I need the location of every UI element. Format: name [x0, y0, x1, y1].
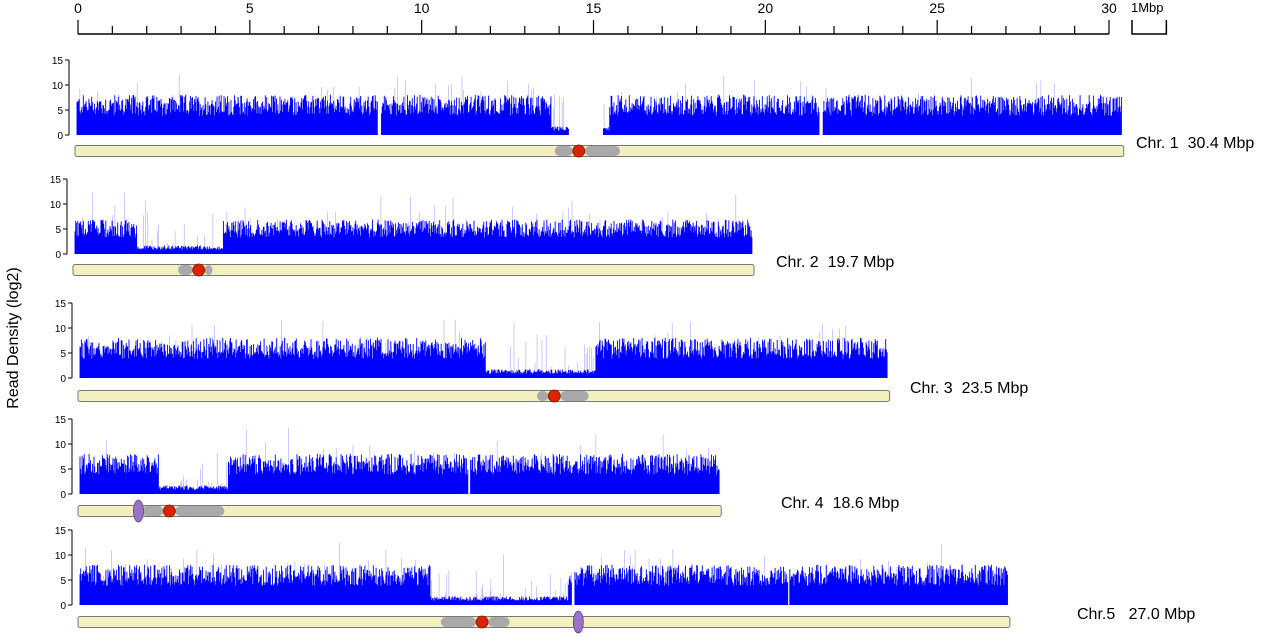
pericentromere — [537, 391, 549, 401]
x-tick-label: 15 — [586, 0, 602, 16]
y-tick-label: 10 — [52, 81, 64, 92]
x-tick-label: 10 — [414, 0, 430, 16]
y-tick-label: 0 — [60, 601, 66, 612]
chromosome-panel: 15 10 5 0 Chr. 3 23.5 Mbp — [55, 299, 1028, 403]
pericentromere — [560, 391, 589, 401]
y-tick-label: 5 — [60, 576, 66, 587]
y-tick-label: 5 — [57, 106, 63, 117]
x-tick-label: 30 — [1101, 0, 1117, 16]
y-tick-label: 15 — [52, 56, 64, 67]
density-trace — [79, 453, 720, 494]
pericentromere — [554, 146, 573, 156]
centromere — [192, 263, 206, 277]
y-tick-label: 15 — [55, 299, 67, 310]
pericentromere — [440, 617, 477, 627]
chromosome-body — [77, 505, 722, 517]
heterochromatic-knob — [133, 499, 144, 523]
y-tick-label: 10 — [55, 324, 67, 335]
chromosome-label: Chr. 2 19.7 Mbp — [776, 254, 894, 271]
x-tick-label: 0 — [74, 0, 82, 16]
scale-bar-line — [1131, 20, 1168, 35]
chromosome-label: Chr. 4 18.6 Mbp — [781, 495, 899, 512]
chromosome-panel: 15 10 5 0 Chr. 4 18.6 Mbp — [55, 415, 899, 523]
y-tick-label: 10 — [55, 551, 67, 562]
y-tick-label: 5 — [60, 349, 66, 360]
chromosome-body — [77, 616, 1011, 628]
y-tick-label: 15 — [55, 526, 67, 537]
density-trace — [74, 219, 753, 254]
centromere — [547, 389, 561, 403]
pericentromere — [584, 146, 620, 156]
y-tick-label: 5 — [60, 465, 66, 476]
y-tick-label: 15 — [50, 175, 62, 186]
chromosome-panel: 15 10 5 0 Chr. 1 30.4 Mbp — [52, 56, 1254, 158]
pericentromere — [204, 265, 213, 275]
chromosome-label: Chr.5 27.0 Mbp — [1077, 606, 1195, 623]
centromere — [475, 615, 489, 629]
pericentromere — [488, 617, 510, 627]
chromosome-label: Chr. 3 23.5 Mbp — [910, 380, 1028, 397]
chromosome-body — [72, 264, 755, 276]
density-trace — [79, 564, 1008, 605]
chromosome-panel: 15 10 5 0 Chr.5 27.0 Mbp — [55, 526, 1195, 634]
density-trace — [79, 337, 888, 378]
chromosome-label: Chr. 1 30.4 Mbp — [1136, 135, 1254, 152]
y-tick-label: 0 — [57, 131, 63, 142]
scale-bar: 1Mbp — [1131, 0, 1168, 35]
x-tick-label: 20 — [758, 0, 774, 16]
centromere — [162, 504, 176, 518]
centromere — [572, 144, 586, 158]
pericentromere — [178, 265, 193, 275]
y-tick-label: 10 — [55, 440, 67, 451]
pericentromere — [141, 506, 164, 516]
chromosome-body — [77, 390, 891, 402]
heterochromatic-knob — [572, 610, 584, 634]
y-tick-label: 0 — [60, 490, 66, 501]
x-tick-label: 25 — [929, 0, 945, 16]
x-axis: 0 5 10 15 20 25 30 — [74, 0, 1117, 35]
chromosome-panel: 15 10 5 0 Chr. 2 19.7 Mbp — [50, 175, 894, 277]
density-trace — [76, 94, 1122, 135]
y-axis-label: Read Density (log2) — [5, 267, 22, 408]
y-tick-label: 0 — [60, 374, 66, 385]
y-tick-label: 15 — [55, 415, 67, 426]
y-tick-label: 5 — [55, 225, 61, 236]
pericentromere — [175, 506, 225, 516]
chromosome-panels: 15 10 5 0 Chr. 1 30.4 Mbp 15 10 5 0 Chr. 2 19.7 M… — [50, 56, 1254, 634]
scale-bar-label: 1Mbp — [1131, 0, 1164, 15]
x-tick-label: 5 — [246, 0, 254, 16]
y-tick-label: 10 — [50, 200, 62, 211]
y-tick-label: 0 — [55, 250, 61, 261]
